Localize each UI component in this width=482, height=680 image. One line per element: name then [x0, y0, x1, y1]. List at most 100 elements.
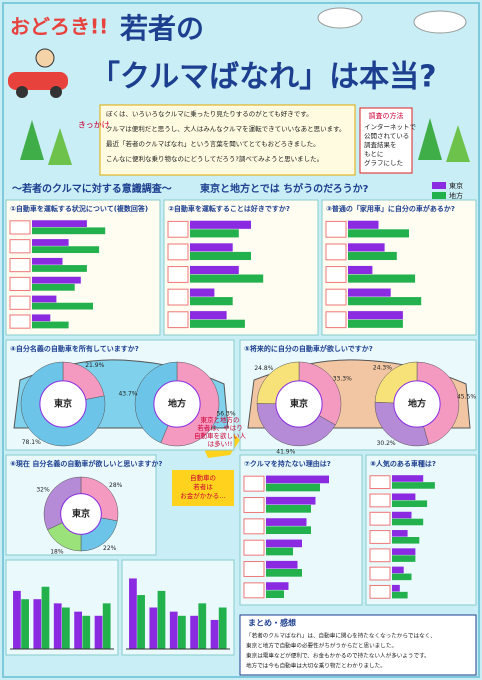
bar — [392, 567, 404, 574]
bar — [348, 320, 403, 328]
panel-title: ②自動車を運転することは好きですか? — [168, 204, 290, 213]
value-label: 28% — [109, 482, 123, 489]
value-label: 43.7% — [118, 391, 137, 398]
intro-line: ぼくは、いろいろなクルマに乗ったり見たりするのがとても好きです。 — [106, 109, 313, 118]
bar — [32, 220, 87, 227]
bar — [392, 592, 408, 599]
row-label-box — [10, 277, 30, 290]
face — [36, 49, 54, 67]
bar — [392, 475, 423, 482]
bar — [82, 616, 90, 649]
legend-label: 地方 — [449, 191, 463, 200]
row-label-box — [326, 221, 346, 237]
bar — [190, 229, 239, 237]
row-label-box — [10, 221, 30, 234]
bar — [32, 296, 56, 303]
row-label-box — [10, 240, 30, 253]
method-line: インターネットで — [364, 122, 417, 131]
panel-title: ④自分名義の自動車を所有していますか? — [10, 344, 139, 353]
summary-line: 「若者のクルマばなれ」は、自動車に関心を持たなくなったからではなく、 — [246, 632, 436, 640]
bar — [95, 616, 103, 649]
bar — [190, 243, 233, 251]
cloud — [414, 11, 466, 33]
value-label: 45.5% — [457, 393, 476, 400]
intro-line: こんなに便利な乗り物なのにどうしてだろう?調べてみようと思いました。 — [106, 154, 323, 163]
bar — [32, 239, 69, 246]
wheel — [50, 86, 62, 98]
bar — [198, 603, 206, 649]
bar — [54, 603, 62, 649]
value-label: 21.9% — [85, 362, 104, 369]
bar — [392, 530, 408, 537]
summary-line: 地方では今も自動車は大切な乗り物だとわかりました。 — [246, 662, 386, 670]
bar — [266, 582, 289, 590]
panel-title: ③普通の「家用車」に自分の車があるか? — [326, 204, 455, 213]
bar — [178, 616, 186, 649]
badge: きっかけ — [78, 121, 110, 130]
note-line: 自動車を欲しい人 — [194, 431, 247, 440]
bar — [32, 265, 87, 272]
row-label-box — [168, 267, 188, 283]
bar — [348, 289, 391, 297]
row-label-box — [370, 567, 390, 580]
bar — [42, 587, 50, 649]
bar — [190, 289, 214, 297]
bar — [158, 591, 166, 649]
bar — [392, 537, 419, 544]
survey-heading: 〜若者のクルマに対する意識調査〜 — [12, 182, 172, 195]
value-label: 30.2% — [377, 440, 396, 447]
page: おどろき!! 若者の 「クルマばなれ」は本当? きっかけ 調査の方法 〜若者のク… — [0, 0, 482, 680]
bar — [190, 297, 233, 305]
survey-question: 東京と地方とでは ちがうのだろうか? — [200, 182, 369, 195]
row-label-box — [370, 476, 390, 489]
value-label: 33.3% — [333, 375, 352, 382]
summary-title: まとめ・感想 — [248, 618, 296, 628]
row-label-box — [326, 267, 346, 283]
bar — [266, 505, 311, 513]
bar — [266, 476, 329, 484]
bar — [33, 599, 41, 649]
bar — [190, 616, 198, 649]
bar — [32, 314, 50, 321]
bar — [32, 322, 69, 329]
method-line: 公開されている — [364, 132, 409, 140]
row-label-box — [244, 519, 264, 534]
bar — [266, 548, 293, 556]
summary-line: 東京は電車などが便利で、お金もかかるので持たない人が多いようです。 — [246, 652, 430, 660]
row-label-box — [326, 289, 346, 305]
summary-line: 東京と地方で自動車の必要性がちがうからだと思いました。 — [246, 642, 397, 650]
bar — [392, 512, 412, 519]
bar — [129, 578, 137, 649]
value-label: 18% — [50, 548, 64, 555]
ring-name: 地方 — [408, 398, 426, 410]
row-label-box — [168, 221, 188, 237]
legend-label: 東京 — [449, 181, 463, 190]
value-label: 78.1% — [22, 439, 41, 446]
bar — [32, 303, 93, 310]
row-label-box — [244, 540, 264, 555]
panel-title: ⑥現在 自分名義の自動車が欲しいと思いますか? — [10, 459, 162, 468]
bar — [392, 500, 427, 507]
bar — [266, 590, 284, 598]
bar — [32, 246, 99, 253]
panel-title: ⑦クルマを持たない理由は? — [244, 459, 331, 468]
row-label-box — [370, 494, 390, 507]
bar — [266, 569, 302, 577]
ring-name: 東京 — [72, 508, 90, 520]
bar — [392, 482, 435, 489]
bar — [266, 497, 316, 505]
bar — [62, 608, 70, 650]
bar — [392, 555, 415, 562]
bar — [32, 277, 81, 284]
bar — [190, 266, 239, 274]
bar — [21, 599, 29, 649]
row-label-box — [10, 315, 30, 328]
note-line: 東京と地方の — [201, 415, 240, 424]
bar — [348, 252, 397, 260]
ring-name: 東京 — [290, 398, 308, 410]
method-line: もとに — [364, 150, 383, 158]
row-label-box — [244, 498, 264, 513]
bar — [392, 585, 400, 592]
note2-line: 自動車の — [190, 473, 216, 482]
row-label-box — [244, 562, 264, 577]
